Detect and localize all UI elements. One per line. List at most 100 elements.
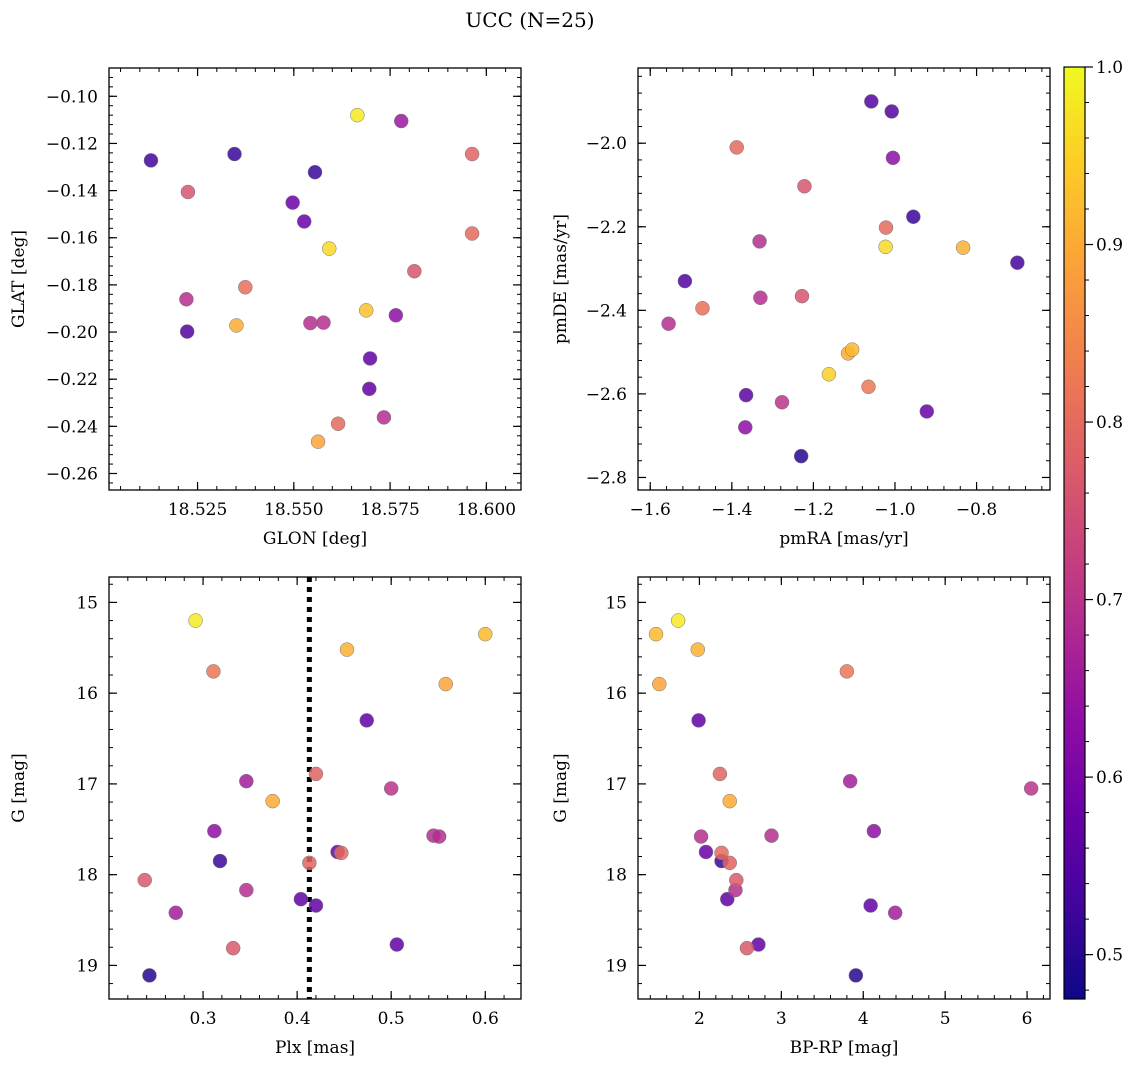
panel-4: 2 3 4 5 6 15 16 17 18 19 BP-RP [mag] G [mag] — [551, 576, 1051, 1058]
scatter-point — [142, 968, 157, 983]
y-tick-label: −0.26 — [46, 464, 98, 484]
scatter-point — [212, 853, 228, 869]
scatter-point — [143, 153, 159, 168]
scatter-point — [207, 823, 222, 839]
scatter-point — [753, 290, 768, 306]
scatter-point — [227, 146, 242, 162]
scatter-point — [764, 828, 779, 843]
scatter-point — [307, 164, 323, 180]
scatter-point — [722, 793, 737, 809]
x-tick-label: 18.575 — [360, 500, 419, 520]
y-axis-label: G [mag] — [9, 753, 29, 822]
scatter-point — [661, 316, 676, 331]
y-tick-label: −0.24 — [46, 417, 98, 437]
scatter-point — [316, 315, 331, 330]
scatter-point — [350, 107, 365, 123]
scatter-point — [793, 448, 809, 464]
y-tick-label: 18 — [605, 866, 627, 886]
scatter-point — [303, 315, 318, 331]
y-tick-label: 19 — [605, 956, 627, 976]
y-tick-label: −0.18 — [46, 276, 98, 296]
scatter-point — [1023, 781, 1039, 796]
y-tick-label: −0.10 — [46, 87, 98, 107]
y-tick-label: −0.14 — [46, 182, 98, 202]
scatter-point — [861, 379, 876, 395]
scatter-point — [389, 937, 405, 952]
scatter-point — [310, 434, 326, 449]
scatter-point — [229, 318, 244, 333]
scatter-point — [839, 664, 855, 679]
scatter-point — [698, 844, 714, 860]
colorbar-tick-label: 0.8 — [1096, 413, 1123, 433]
scatter-point — [431, 829, 447, 844]
axes-frame — [108, 576, 522, 1000]
scatter-point — [1010, 255, 1025, 270]
scatter-point — [206, 664, 221, 679]
x-tick-label: 4 — [858, 1009, 869, 1029]
scatter-point — [842, 773, 858, 789]
panel-2: −1.6 −1.4 −1.2 −1.0 −0.8 −2.8 −2.6 −2.4 −2.2 −2.0… — [551, 67, 1051, 549]
scatter-point — [179, 324, 195, 339]
scatter-point — [168, 905, 184, 921]
axes-frame — [108, 67, 522, 491]
scatter-point — [265, 793, 280, 809]
y-tick-label: 16 — [76, 684, 98, 704]
scatter-point — [321, 241, 337, 256]
scatter-point — [308, 766, 324, 782]
scatter-point — [884, 104, 899, 119]
scatter-point — [863, 898, 878, 913]
y-axis-label: pmDE [mas/yr] — [551, 214, 571, 344]
x-axis-label: pmRA [mas/yr] — [779, 529, 908, 549]
x-tick-label: 18.525 — [168, 500, 227, 520]
colorbar-gradient — [1063, 66, 1086, 1000]
x-tick-label: −0.8 — [956, 500, 997, 520]
y-tick-label: 17 — [76, 775, 98, 795]
x-tick-label: 0.3 — [190, 1009, 217, 1029]
y-tick-label: 15 — [605, 593, 627, 613]
scatter-point — [334, 845, 349, 861]
scatter-point — [864, 94, 879, 109]
y-tick-label: 19 — [76, 956, 98, 976]
y-tick-label: 18 — [76, 866, 98, 886]
scatter-point — [239, 773, 254, 789]
scatter-point — [695, 300, 710, 316]
scatter-point — [714, 845, 729, 861]
y-tick-label: 15 — [76, 593, 98, 613]
scatter-point — [720, 891, 735, 907]
scatter-point — [407, 263, 422, 279]
scatter-point — [677, 273, 693, 289]
scatter-point — [797, 178, 812, 194]
scatter-point — [729, 872, 744, 888]
colorbar-tick-label: 0.6 — [1096, 768, 1123, 788]
scatter-point — [690, 642, 706, 657]
scatter-point — [388, 308, 404, 323]
scatter-point — [821, 367, 837, 382]
scatter-point — [180, 184, 196, 200]
scatter-point — [225, 940, 241, 956]
y-tick-label: −0.12 — [46, 134, 98, 154]
scatter-point — [464, 146, 480, 162]
panel-3: 0.3 0.4 0.5 0.6 15 16 17 18 19 Plx [mas] G [mag] — [9, 576, 522, 1058]
y-tick-label: −0.20 — [46, 323, 98, 343]
scatter-point — [464, 226, 480, 241]
scatter-point — [794, 288, 810, 304]
scatter-point — [738, 387, 754, 403]
colorbar-tick-label: 0.7 — [1096, 591, 1123, 611]
y-tick-label: −2.2 — [586, 218, 627, 238]
scatter-point — [376, 410, 392, 425]
scatter-point — [652, 676, 667, 692]
x-tick-label: 6 — [1022, 1009, 1033, 1029]
scatter-point — [691, 713, 706, 728]
x-axis-label: BP-RP [mag] — [790, 1038, 899, 1058]
scatter-point — [693, 829, 709, 844]
colorbar: 0.5 0.6 0.7 0.8 0.9 1.0 — [1063, 58, 1123, 1000]
scatter-point — [878, 239, 893, 255]
x-axis-label: Plx [mas] — [275, 1038, 355, 1058]
colorbar-tick-label: 0.5 — [1096, 946, 1123, 966]
x-tick-label: −1.2 — [793, 500, 834, 520]
y-axis-label: G [mag] — [551, 753, 571, 822]
x-tick-label: 0.4 — [284, 1009, 311, 1029]
scatter-point — [358, 303, 374, 318]
scatter-point — [179, 292, 194, 307]
